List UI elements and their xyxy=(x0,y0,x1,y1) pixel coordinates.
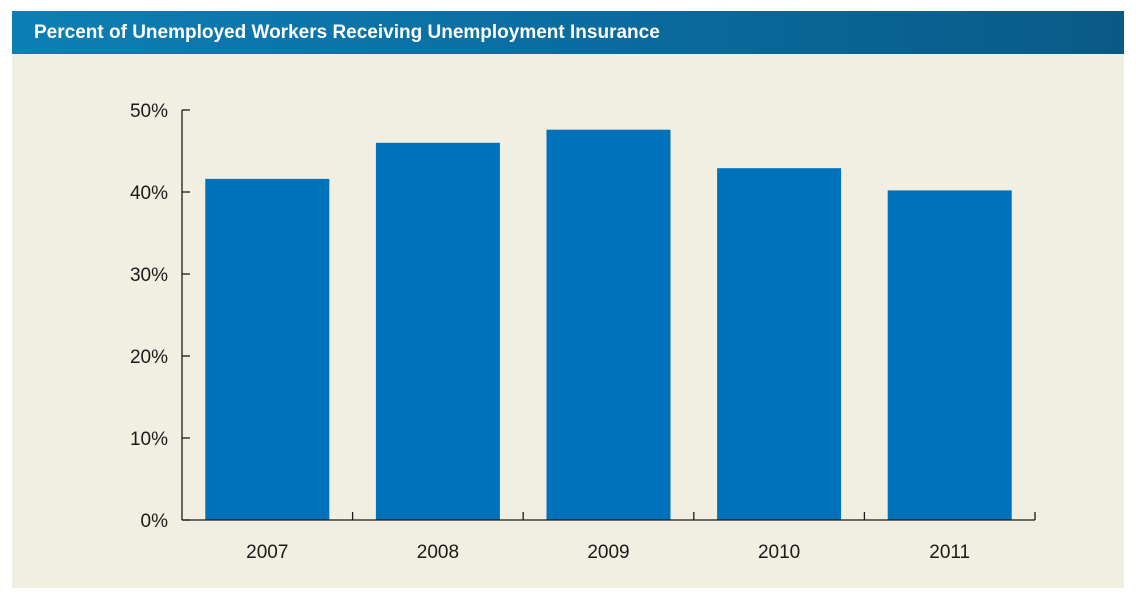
labels-group: 0% 10% 20% 30% 40% 50% 2007 2008 2009 2010 2011 xyxy=(130,101,970,563)
chart-title: Percent of Unemployed Workers Receiving … xyxy=(34,22,660,43)
x-tick-label: 2010 xyxy=(758,542,800,563)
y-tick-label: 20% xyxy=(130,347,168,368)
x-tick-label: 2011 xyxy=(929,542,970,563)
x-tick-label: 2007 xyxy=(246,542,288,563)
y-tick-label: 30% xyxy=(130,265,168,286)
title-bar: Percent of Unemployed Workers Receiving … xyxy=(12,11,1124,54)
bar-2007 xyxy=(205,178,330,520)
bar-2008 xyxy=(375,142,500,521)
bar-2009 xyxy=(546,129,671,520)
y-tick-label: 10% xyxy=(130,429,168,450)
y-tick-label: 40% xyxy=(130,183,168,204)
bars-group xyxy=(205,129,1012,521)
x-tick-label: 2008 xyxy=(417,542,459,563)
y-tick-label: 0% xyxy=(141,511,169,532)
y-tick-label: 50% xyxy=(130,101,168,122)
bar-2011 xyxy=(887,190,1012,520)
x-tick-label: 2009 xyxy=(587,542,629,563)
axes-group xyxy=(181,110,1035,521)
ticks-group xyxy=(182,109,1036,521)
bar-2010 xyxy=(717,168,842,520)
